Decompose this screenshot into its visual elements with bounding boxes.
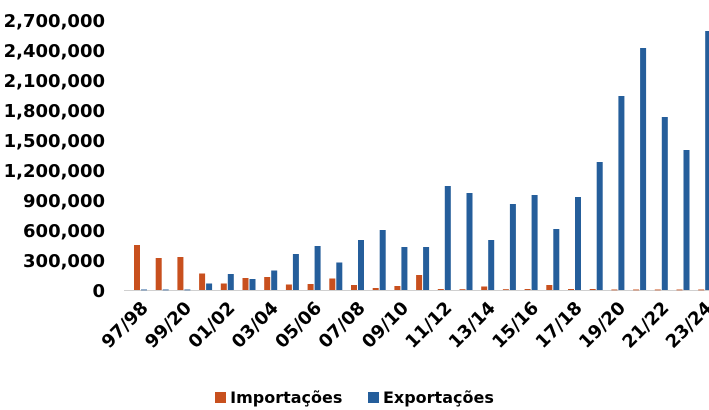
bar-imports-12-13 [459, 289, 466, 290]
bar-imports-99-20 [177, 257, 184, 290]
bar-imports-18-19 [589, 289, 596, 290]
bar-exports-20-21 [640, 48, 647, 290]
y-tick-label: 1,800,000 [4, 101, 105, 122]
bar-imports-04-05 [285, 284, 292, 290]
bar-exports-06-07 [336, 262, 343, 290]
x-tick-label: 05/06 [271, 298, 326, 353]
bar-imports-10-11 [416, 275, 423, 290]
legend-label-imports: Importações [230, 388, 343, 407]
bar-imports-01-02 [220, 283, 227, 290]
y-tick-label: 300,000 [23, 251, 105, 272]
y-tick-label: 2,700,000 [4, 11, 105, 32]
x-tick-label: 23/24 [662, 298, 709, 353]
legend-swatch-exports [367, 392, 379, 403]
bar-imports-08-09 [372, 288, 379, 290]
bar-exports-23-24 [705, 31, 709, 290]
bar-exports-07-08 [358, 240, 364, 290]
y-tick-label: 900,000 [23, 191, 105, 212]
x-tick-label: 03/04 [228, 298, 283, 353]
bar-imports-00-01 [199, 273, 206, 290]
bar-imports-07-08 [351, 285, 357, 290]
y-axis-ticks: 0 300,000 600,000 900,000 1,200,000 1,500,000… [4, 11, 105, 302]
bar-exports-01-02 [227, 274, 234, 290]
legend-item-exports: Exportações [367, 388, 494, 407]
bar-exports-10-11 [423, 247, 430, 290]
bar-imports-14-15 [502, 289, 509, 290]
legend: Importações Exportações [0, 388, 709, 407]
bar-exports-12-13 [466, 193, 473, 290]
bar-imports-15-16 [524, 289, 531, 290]
bar-exports-11-12 [444, 186, 451, 290]
bar-exports-14-15 [509, 204, 516, 290]
legend-label-exports: Exportações [382, 388, 494, 407]
y-tick-label: 2,400,000 [4, 41, 105, 62]
bar-imports-97-98 [134, 245, 140, 290]
x-tick-label: 99/20 [141, 298, 196, 353]
bar-imports-22-23 [676, 289, 683, 291]
x-tick-label: 15/16 [488, 298, 543, 353]
y-tick-label: 1,200,000 [4, 161, 105, 182]
bar-imports-06-07 [329, 278, 336, 290]
y-tick-label: 0 [92, 281, 105, 302]
bar-imports-20-21 [633, 289, 640, 291]
bar-exports-98-99 [162, 289, 169, 291]
x-tick-label: 97/98 [98, 298, 153, 353]
x-tick-label: 17/18 [532, 298, 587, 353]
y-tick-label: 2,100,000 [4, 71, 105, 92]
bar-imports-05-06 [307, 284, 314, 290]
y-tick-label: 1,500,000 [4, 131, 105, 152]
legend-item-imports: Importações [215, 388, 342, 407]
x-tick-label: 07/08 [315, 298, 370, 353]
bar-imports-19-20 [611, 289, 618, 291]
x-tick-label: 13/14 [445, 298, 500, 353]
bar-exports-22-23 [683, 150, 690, 290]
x-axis-ticks: 97/9899/2001/0203/0405/0607/0809/1011/12… [98, 298, 709, 353]
bar-exports-13-14 [488, 240, 495, 290]
x-tick-label: 19/20 [575, 298, 630, 353]
bar-exports-15-16 [531, 195, 538, 290]
x-tick-label: 21/22 [618, 298, 673, 353]
x-tick-label: 11/12 [401, 298, 456, 353]
y-tick-label: 600,000 [23, 221, 105, 242]
bar-exports-17-18 [575, 197, 581, 290]
bar-exports-16-17 [553, 229, 560, 290]
bar-chart: 0 300,000 600,000 900,000 1,200,000 1,500,000… [4, 11, 709, 353]
x-tick-label: 09/10 [358, 298, 413, 353]
bar-imports-02-03 [242, 278, 249, 290]
bar-imports-21-22 [654, 289, 661, 291]
bar-exports-03-04 [271, 270, 278, 290]
bar-exports-02-03 [249, 279, 256, 290]
bar-exports-18-19 [596, 162, 603, 290]
x-tick-label: 01/02 [184, 298, 239, 353]
bar-imports-03-04 [264, 277, 271, 290]
bar-exports-09-10 [401, 247, 408, 290]
bar-imports-16-17 [546, 285, 553, 290]
bar-exports-99-20 [184, 289, 191, 291]
bar-imports-09-10 [394, 286, 401, 290]
bar-imports-11-12 [437, 289, 444, 290]
bar-exports-08-09 [379, 230, 386, 290]
legend-swatch-imports [215, 392, 227, 403]
bar-exports-21-22 [661, 117, 668, 290]
bar-imports-98-99 [155, 258, 162, 290]
bar-exports-19-20 [618, 96, 625, 290]
bar-exports-97-98 [141, 289, 147, 291]
bar-exports-00-01 [206, 283, 213, 290]
bar-imports-13-14 [481, 286, 488, 290]
bars [134, 31, 709, 291]
bar-imports-17-18 [568, 289, 574, 290]
bar-exports-04-05 [292, 254, 299, 290]
bar-imports-23-24 [698, 289, 705, 291]
bar-exports-05-06 [314, 246, 321, 290]
